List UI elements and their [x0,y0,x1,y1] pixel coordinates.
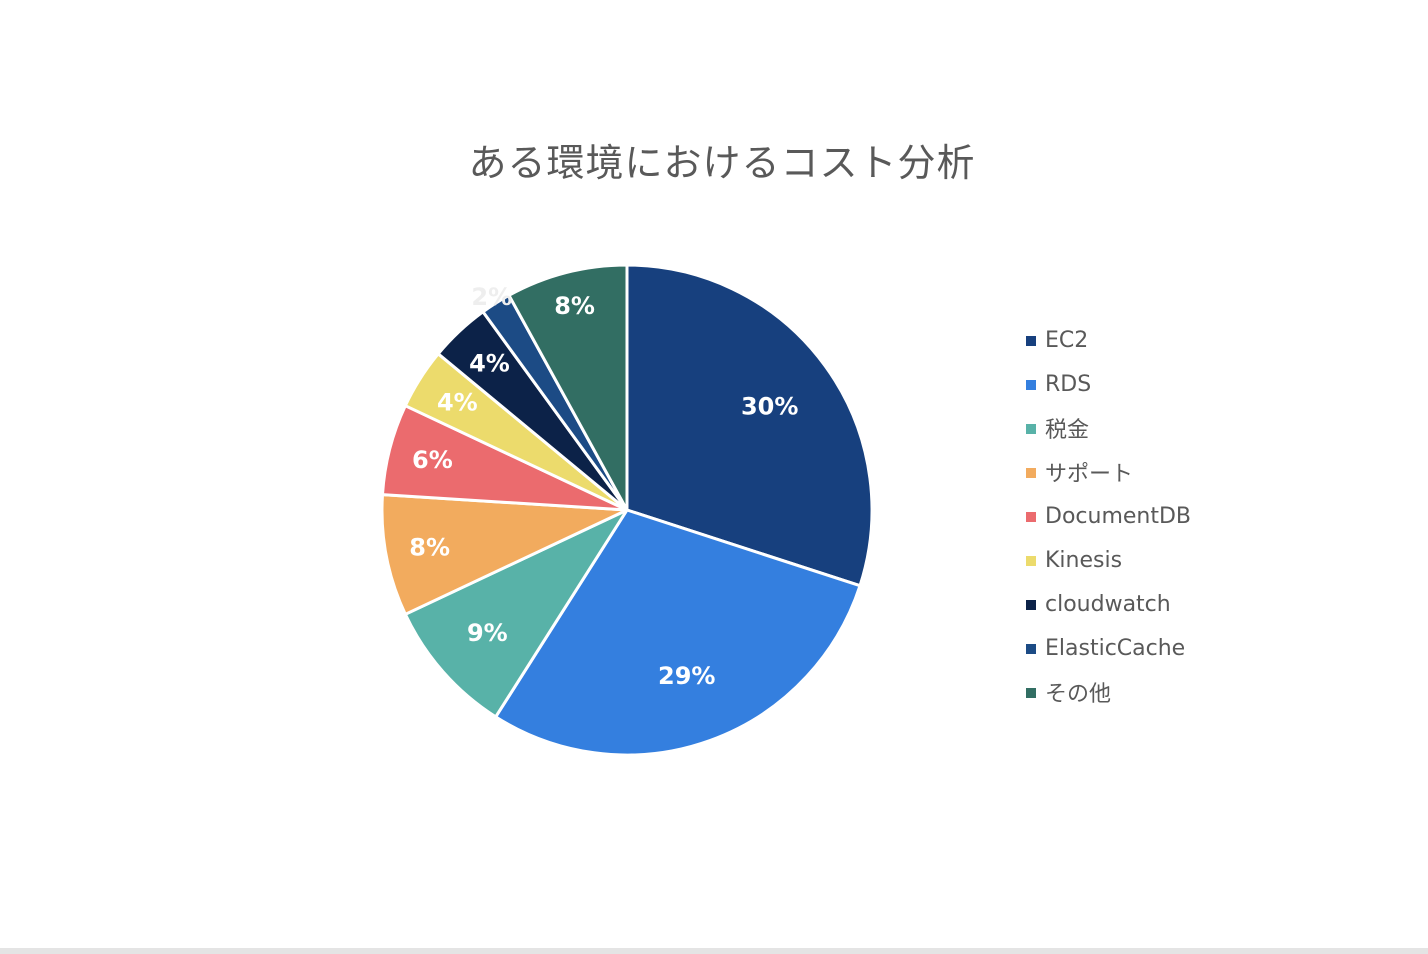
legend-swatch [1026,644,1036,654]
legend-label: EC2 [1045,327,1089,353]
legend-swatch [1026,556,1036,566]
legend-item-0: EC2 [1026,318,1191,362]
legend-label: DocumentDB [1045,503,1192,529]
legend-item-1: RDS [1026,362,1191,406]
legend-label: ElasticCache [1045,635,1186,661]
legend-swatch [1026,424,1036,434]
legend-label: 税金 [1045,418,1090,443]
legend-label: サポート [1045,462,1134,487]
legend-item-2: 税金 [1026,406,1191,450]
legend-swatch [1026,600,1036,610]
pie-slice-0 [625,263,874,588]
legend-item-5: Kinesis [1026,538,1191,582]
pie-slice-8 [507,263,629,512]
legend-item-7: ElasticCache [1026,626,1191,670]
slice-label-6: 4% [469,350,510,378]
legend-item-4: DocumentDB [1026,494,1191,538]
slice-label-4: 6% [412,446,453,474]
pie-slice-3 [380,493,629,616]
pie-slice-2 [403,508,629,719]
legend-swatch [1026,512,1036,522]
legend-item-3: サポート [1026,450,1191,494]
slice-label-7: 2% [471,283,512,311]
legend-swatch [1026,380,1036,390]
slice-label-2: 9% [467,619,508,647]
legend-swatch [1026,468,1036,478]
pie-slice-1 [494,508,862,757]
bottom-bar [0,948,1428,954]
legend: EC2 RDS 税金サポート DocumentDB Kinesis cloudwatch E… [1026,318,1191,714]
slice-label-0: 30% [741,392,798,420]
legend-item-8: その他 [1026,670,1191,714]
legend-label: RDS [1045,371,1092,397]
slice-label-8: 8% [554,292,595,320]
legend-label: Kinesis [1045,547,1123,573]
legend-item-6: cloudwatch [1026,582,1191,626]
legend-label: その他 [1045,682,1112,707]
slice-label-5: 4% [437,388,478,416]
slice-label-1: 29% [658,662,715,690]
chart-title: ある環境におけるコスト分析 [468,141,976,185]
legend-swatch [1026,336,1036,346]
slice-label-3: 8% [409,534,450,562]
legend-swatch [1026,688,1036,698]
legend-label: cloudwatch [1045,591,1171,617]
